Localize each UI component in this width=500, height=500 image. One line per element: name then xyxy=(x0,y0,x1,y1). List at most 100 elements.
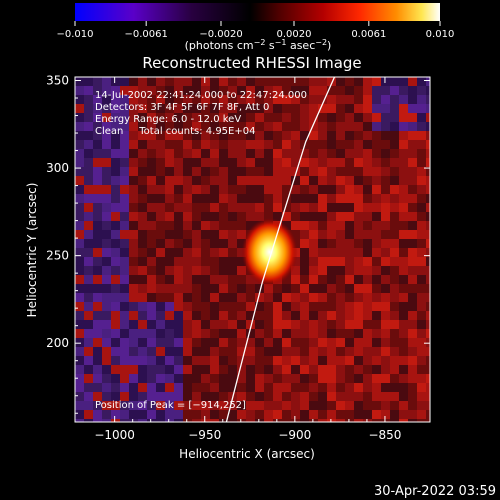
heatmap-cell xyxy=(102,230,111,239)
heatmap-cell xyxy=(138,383,147,392)
heatmap-cell xyxy=(237,167,246,176)
heatmap-cell xyxy=(129,194,138,203)
heatmap-cell xyxy=(273,401,282,410)
heatmap-cell xyxy=(201,86,210,95)
heatmap-cell xyxy=(291,329,300,338)
heatmap-cell xyxy=(300,221,309,230)
heatmap-cell xyxy=(282,86,291,95)
heatmap-cell xyxy=(354,419,363,422)
heatmap-cell xyxy=(255,212,264,221)
x-axis-label: Heliocentric X (arcsec) xyxy=(179,447,315,461)
heatmap-cell xyxy=(264,374,273,383)
heatmap-cell xyxy=(318,347,327,356)
heatmap-cell xyxy=(165,158,174,167)
heatmap-cell xyxy=(309,329,318,338)
heatmap-cell xyxy=(390,185,399,194)
heatmap-cell xyxy=(183,383,192,392)
heatmap-cell xyxy=(75,356,84,365)
heatmap-cell xyxy=(93,185,102,194)
heatmap-cell xyxy=(138,347,147,356)
heatmap-cell xyxy=(264,347,273,356)
heatmap-cell xyxy=(183,230,192,239)
heatmap-cell xyxy=(372,356,381,365)
heatmap-cell xyxy=(381,248,390,257)
heatmap-cell xyxy=(309,266,318,275)
heatmap-cell xyxy=(264,194,273,203)
heatmap-cell xyxy=(426,212,430,221)
heatmap-cell xyxy=(147,401,156,410)
heatmap-cell xyxy=(192,122,201,131)
heatmap-cell xyxy=(336,275,345,284)
heatmap-cell xyxy=(75,113,84,122)
heatmap-cell xyxy=(120,293,129,302)
heatmap-cell xyxy=(219,356,228,365)
heatmap-cell xyxy=(255,131,264,140)
heatmap-cell xyxy=(210,365,219,374)
heatmap-cell xyxy=(426,221,430,230)
heatmap-cell xyxy=(417,329,426,338)
heatmap-cell xyxy=(111,284,120,293)
heatmap-cell xyxy=(75,158,84,167)
heatmap-cell xyxy=(336,86,345,95)
heatmap-cell xyxy=(120,95,129,104)
heatmap-cell xyxy=(129,203,138,212)
heatmap-cell xyxy=(174,374,183,383)
heatmap-cell xyxy=(147,302,156,311)
heatmap-cell xyxy=(228,149,237,158)
heatmap-cell xyxy=(309,347,318,356)
heatmap-cell xyxy=(363,158,372,167)
heatmap-cell xyxy=(309,239,318,248)
heatmap-cell xyxy=(201,383,210,392)
heatmap-cell xyxy=(237,275,246,284)
heatmap-cell xyxy=(120,140,129,149)
heatmap-cell xyxy=(120,131,129,140)
heatmap-cell xyxy=(246,302,255,311)
heatmap-cell xyxy=(399,248,408,257)
heatmap-cell xyxy=(381,86,390,95)
heatmap-cell xyxy=(174,347,183,356)
heatmap-cell xyxy=(138,77,147,86)
heatmap-cell xyxy=(102,104,111,113)
heatmap-cell xyxy=(354,338,363,347)
heatmap-cell xyxy=(147,95,156,104)
heatmap-cell xyxy=(228,338,237,347)
heatmap-cell xyxy=(327,131,336,140)
heatmap-cell xyxy=(354,266,363,275)
heatmap-cell xyxy=(390,248,399,257)
heatmap-cell xyxy=(372,293,381,302)
heatmap-cell xyxy=(345,392,354,401)
heatmap-cell xyxy=(336,383,345,392)
heatmap-cell xyxy=(192,257,201,266)
heatmap-cell xyxy=(147,392,156,401)
heatmap-cell xyxy=(282,203,291,212)
heatmap-cell xyxy=(147,140,156,149)
heatmap-cell xyxy=(300,194,309,203)
colorbar-tick-label: −0.010 xyxy=(56,29,93,40)
heatmap-cell xyxy=(273,158,282,167)
heatmap-cell xyxy=(102,392,111,401)
heatmap-cell xyxy=(417,365,426,374)
heatmap-cell xyxy=(309,257,318,266)
heatmap-cell xyxy=(336,167,345,176)
heatmap-cell xyxy=(219,122,228,131)
heatmap-cell xyxy=(264,113,273,122)
heatmap-cell xyxy=(291,374,300,383)
heatmap-cell xyxy=(264,77,273,86)
heatmap-cell xyxy=(255,383,264,392)
heatmap-cell xyxy=(138,230,147,239)
heatmap-cell xyxy=(399,77,408,86)
heatmap-cell xyxy=(165,374,174,383)
heatmap-cell xyxy=(273,131,282,140)
heatmap-cell xyxy=(183,266,192,275)
heatmap-cell xyxy=(318,392,327,401)
heatmap-cell xyxy=(102,284,111,293)
heatmap-cell xyxy=(111,149,120,158)
heatmap-cell xyxy=(354,257,363,266)
heatmap-cell xyxy=(426,284,430,293)
heatmap-cell xyxy=(246,95,255,104)
heatmap-cell xyxy=(120,185,129,194)
heatmap-cell xyxy=(354,149,363,158)
heatmap-cell xyxy=(318,77,327,86)
heatmap-cell xyxy=(210,86,219,95)
heatmap-cell xyxy=(327,275,336,284)
